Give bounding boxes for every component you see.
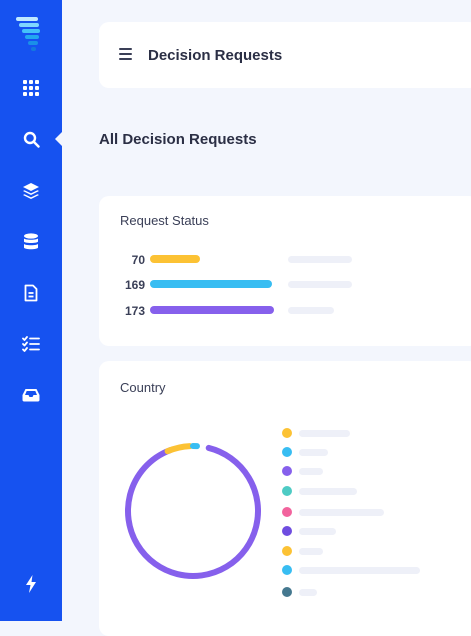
legend-dot	[282, 507, 292, 517]
legend-item[interactable]	[282, 447, 471, 457]
page-title: All Decision Requests	[99, 131, 257, 148]
status-label-placeholder	[288, 281, 352, 288]
grid-icon	[23, 80, 39, 96]
legend-dot	[282, 447, 292, 457]
legend-item[interactable]	[282, 507, 471, 517]
sidebar-item-dashboard[interactable]	[0, 71, 62, 105]
legend-label-placeholder	[299, 449, 328, 456]
sidebar-item-quick-actions[interactable]	[0, 567, 62, 601]
legend-item[interactable]	[282, 526, 471, 536]
legend-label-placeholder	[299, 468, 323, 475]
legend-dot	[282, 428, 292, 438]
search-icon	[23, 131, 40, 148]
sidebar-item-inbox[interactable]	[0, 378, 62, 412]
lightning-icon	[26, 575, 36, 593]
legend-dot	[282, 587, 292, 597]
legend-dot	[282, 466, 292, 476]
status-count: 169	[124, 278, 145, 292]
sidebar-item-document[interactable]	[0, 276, 62, 310]
legend-dot	[282, 546, 292, 556]
status-row[interactable]: 169	[99, 278, 471, 292]
country-donut-chart[interactable]	[118, 436, 268, 586]
legend-item[interactable]	[282, 428, 471, 438]
status-label-placeholder	[288, 307, 334, 314]
checklist-icon	[22, 336, 40, 352]
status-bar	[150, 306, 274, 314]
header-title: Decision Requests	[148, 47, 283, 64]
legend-item[interactable]	[282, 466, 471, 476]
legend-label-placeholder	[299, 430, 350, 437]
legend-dot	[282, 526, 292, 536]
legend-dot	[282, 565, 292, 575]
legend-item[interactable]	[282, 587, 471, 597]
sidebar-item-search[interactable]	[0, 122, 62, 156]
legend-label-placeholder	[299, 488, 357, 495]
legend-label-placeholder	[299, 509, 384, 516]
legend-label-placeholder	[299, 589, 317, 596]
legend-item[interactable]	[282, 546, 471, 556]
legend-item[interactable]	[282, 486, 471, 496]
hamburger-icon[interactable]	[119, 48, 132, 60]
document-icon	[24, 284, 38, 302]
country-card: Country	[99, 361, 471, 636]
sidebar-item-checklist[interactable]	[0, 327, 62, 361]
legend-item[interactable]	[282, 565, 471, 575]
layers-icon	[23, 183, 39, 199]
request-status-title: Request Status	[120, 213, 209, 228]
donut-segment-yellow[interactable]	[118, 436, 268, 586]
status-row[interactable]: 70	[99, 253, 471, 267]
brand-logo[interactable]	[14, 15, 46, 55]
sidebar-item-layers[interactable]	[0, 174, 62, 208]
database-icon	[24, 233, 38, 250]
header-bar: Decision Requests	[99, 22, 471, 88]
active-indicator	[55, 132, 62, 146]
country-title: Country	[120, 380, 166, 395]
status-label-placeholder	[288, 256, 352, 263]
inbox-icon	[22, 389, 40, 402]
status-row[interactable]: 173	[99, 304, 471, 318]
status-count: 70	[131, 253, 145, 267]
legend-label-placeholder	[299, 567, 420, 574]
sidebar	[0, 0, 62, 621]
status-bar	[150, 255, 200, 263]
legend-dot	[282, 486, 292, 496]
status-count: 173	[124, 304, 145, 318]
sidebar-item-database[interactable]	[0, 225, 62, 259]
request-status-card: Request Status 70 169 173	[99, 196, 471, 346]
donut-segment-blue[interactable]	[125, 443, 261, 579]
status-bar	[150, 280, 272, 288]
legend-label-placeholder	[299, 548, 323, 555]
donut-segment-purple[interactable]	[118, 436, 268, 586]
legend-label-placeholder	[299, 528, 336, 535]
